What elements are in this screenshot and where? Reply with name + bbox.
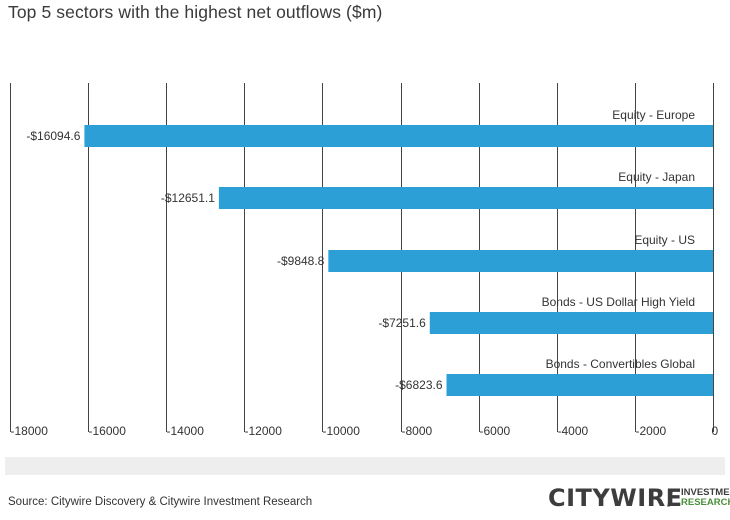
bars [84,125,714,396]
x-tick-label: -18000 [11,424,49,438]
data-label: -$9848.8 [277,254,325,268]
x-tick-label: -14000 [167,424,205,438]
bar [429,312,713,334]
x-tick-label: -6000 [480,424,511,438]
bar [328,250,713,272]
category-label: Equity - Japan [618,170,695,184]
x-axis-ticks: -18000 -16000 -14000 -12000 -10000 -8000 -6000… [11,424,719,438]
bar [446,374,713,396]
x-tick-label: -16000 [89,424,127,438]
x-tick-label: -8000 [402,424,433,438]
bar [84,125,714,147]
bar [218,187,713,209]
data-label: -$16094.6 [26,129,80,143]
logo-subtitle-line2: RESEARCH [681,497,730,508]
category-label: Bonds - US Dollar High Yield [542,295,695,309]
source-note: Source: Citywire Discovery & Citywire In… [8,496,313,508]
data-label: -$6823.6 [395,378,443,392]
citywire-logo: CITYWIRE / INVESTMENT RESEARCH [548,482,730,518]
category-label: Equity - Europe [612,108,695,122]
x-tick-label: -4000 [558,424,589,438]
bar-chart: Equity - Europe -$16094.6 Equity - Japan -$… [10,83,719,438]
logo-wordmark: CITYWIRE [548,484,683,512]
x-tick-label: -2000 [636,424,667,438]
x-tick-label: 0 [712,424,719,438]
category-label: Equity - US [634,233,695,247]
category-label: Bonds - Convertibles Global [546,357,695,371]
x-tick-label: -12000 [245,424,283,438]
chart-title: Top 5 sectors with the highest net outfl… [8,2,383,22]
logo-subtitle-line1: INVESTMENT [681,487,730,498]
logo-subtitle: INVESTMENT RESEARCH [681,488,730,508]
data-label: -$12651.1 [161,191,215,205]
labels: Equity - Europe -$16094.6 Equity - Japan -$… [26,108,695,392]
horizontal-scrollbar[interactable] [5,457,725,475]
logo-slash: / [667,486,674,511]
data-label: -$7251.6 [378,316,426,330]
x-tick-label: -10000 [323,424,361,438]
